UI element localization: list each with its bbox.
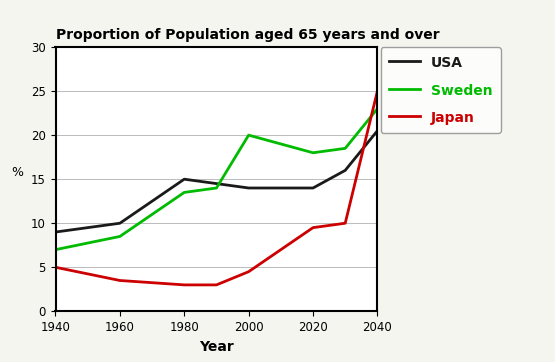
- Sweden: [181, 190, 188, 195]
- USA: [213, 181, 220, 186]
- Line: Sweden: Sweden: [56, 109, 377, 250]
- Sweden: [245, 133, 252, 137]
- Japan: [117, 278, 123, 283]
- USA: [117, 221, 123, 226]
- USA: [310, 186, 316, 190]
- X-axis label: Year: Year: [199, 340, 234, 354]
- USA: [52, 230, 59, 234]
- USA: [342, 168, 349, 173]
- Sweden: [213, 186, 220, 190]
- Y-axis label: %: %: [11, 166, 23, 179]
- Japan: [245, 269, 252, 274]
- Text: Proportion of Population aged 65 years and over: Proportion of Population aged 65 years a…: [56, 28, 439, 42]
- Sweden: [342, 146, 349, 151]
- Japan: [213, 283, 220, 287]
- Legend: USA, Sweden, Japan: USA, Sweden, Japan: [381, 47, 501, 133]
- Line: Japan: Japan: [56, 91, 377, 285]
- USA: [245, 186, 252, 190]
- Japan: [181, 283, 188, 287]
- Japan: [52, 265, 59, 269]
- Line: USA: USA: [56, 131, 377, 232]
- Sweden: [374, 106, 381, 111]
- Sweden: [310, 151, 316, 155]
- USA: [181, 177, 188, 181]
- USA: [374, 129, 381, 133]
- Sweden: [117, 234, 123, 239]
- Japan: [374, 89, 381, 93]
- Japan: [342, 221, 349, 226]
- Sweden: [52, 248, 59, 252]
- Japan: [310, 226, 316, 230]
